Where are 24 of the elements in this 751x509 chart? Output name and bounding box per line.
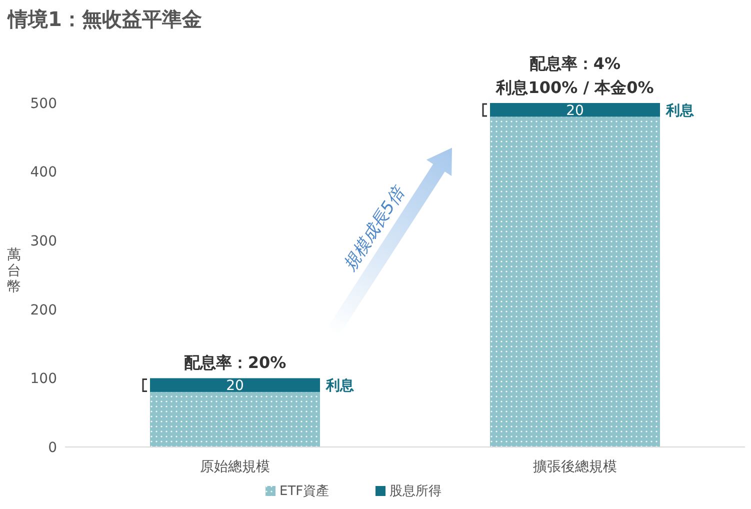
- annotation: 配息率：20%: [184, 353, 286, 372]
- bar: [490, 103, 660, 117]
- data-label: 20: [226, 378, 244, 394]
- x-tick-label: 原始總規模: [200, 459, 270, 475]
- y-tick-label: 100: [30, 371, 57, 388]
- annotation: 利息: [325, 378, 355, 394]
- bar: [150, 392, 320, 447]
- bar: [150, 378, 320, 392]
- annotation: 利息: [665, 102, 695, 119]
- y-tick-label: 0: [48, 440, 57, 456]
- annotation: 配息率：4%: [529, 54, 621, 73]
- legend-label: ETF資產: [280, 484, 330, 499]
- x-tick-label: 擴張後總規模: [533, 459, 617, 475]
- y-tick-label: 500: [30, 96, 57, 112]
- y-tick-label: 300: [30, 234, 57, 250]
- bar: [490, 116, 660, 447]
- annotation: 規模成長5倍: [340, 182, 410, 275]
- chart-title: 情境1：無收益平準金: [6, 7, 202, 31]
- y-tick-label: 200: [30, 302, 57, 318]
- legend-label: 股息所得: [390, 484, 442, 499]
- annotation: 利息100% / 本金0%: [495, 78, 654, 97]
- y-axis-title: 萬台幣: [7, 247, 21, 295]
- y-tick-label: 400: [30, 164, 57, 181]
- data-label: 20: [566, 102, 584, 119]
